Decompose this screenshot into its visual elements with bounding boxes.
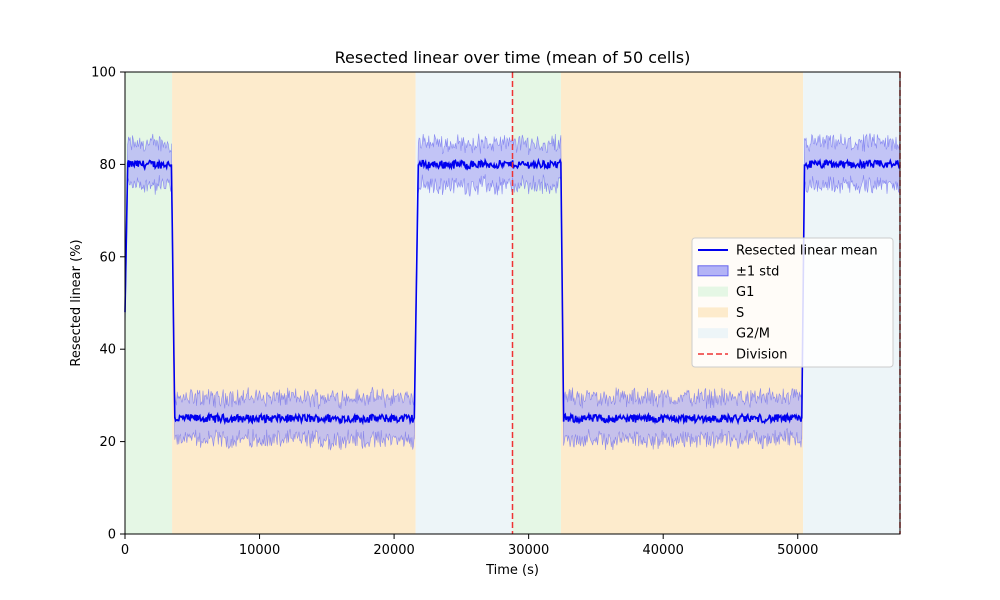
x-axis-label: Time (s) [485, 563, 539, 578]
legend-label: Resected linear mean [736, 244, 878, 259]
y-tick-label: 60 [99, 250, 116, 265]
y-axis-ticks: 0 20 40 60 80 100 [91, 66, 125, 543]
plot-frame [124, 71, 901, 535]
legend-handle-g2-m [698, 328, 728, 339]
y-axis-label: Resected linear (%) [69, 239, 84, 366]
legend-label: G2/M [736, 327, 770, 342]
y-tick-label: 100 [91, 66, 116, 81]
legend-handle--1-std [697, 265, 729, 277]
x-tick-label: 0 [121, 543, 129, 558]
x-tick-label: 50000 [777, 543, 818, 558]
legend-box [691, 237, 894, 368]
x-axis-ticks: 0 10000 20000 30000 40000 50000 [121, 534, 818, 558]
y-tick-label: 80 [99, 158, 116, 173]
legend-label: G1 [736, 285, 754, 300]
x-tick-label: 20000 [373, 543, 414, 558]
legend: Resected linear mean ±1 std G1 S G2/M Divisio… [691, 237, 894, 368]
phase-band-s-1 [172, 72, 416, 534]
legend-label: S [736, 306, 744, 321]
y-tick-label: 40 [99, 343, 116, 358]
legend-handle-s [698, 307, 728, 318]
x-tick-label: 30000 [508, 543, 549, 558]
y-tick-label: 20 [99, 435, 116, 450]
legend-handle-g1 [698, 286, 728, 297]
y-tick-label: 0 [108, 528, 116, 543]
legend-label: Division [736, 348, 788, 363]
chart-title: Resected linear over time (mean of 50 ce… [335, 48, 691, 67]
legend-label: ±1 std [736, 264, 779, 279]
x-tick-label: 10000 [239, 543, 280, 558]
x-tick-label: 40000 [643, 543, 684, 558]
